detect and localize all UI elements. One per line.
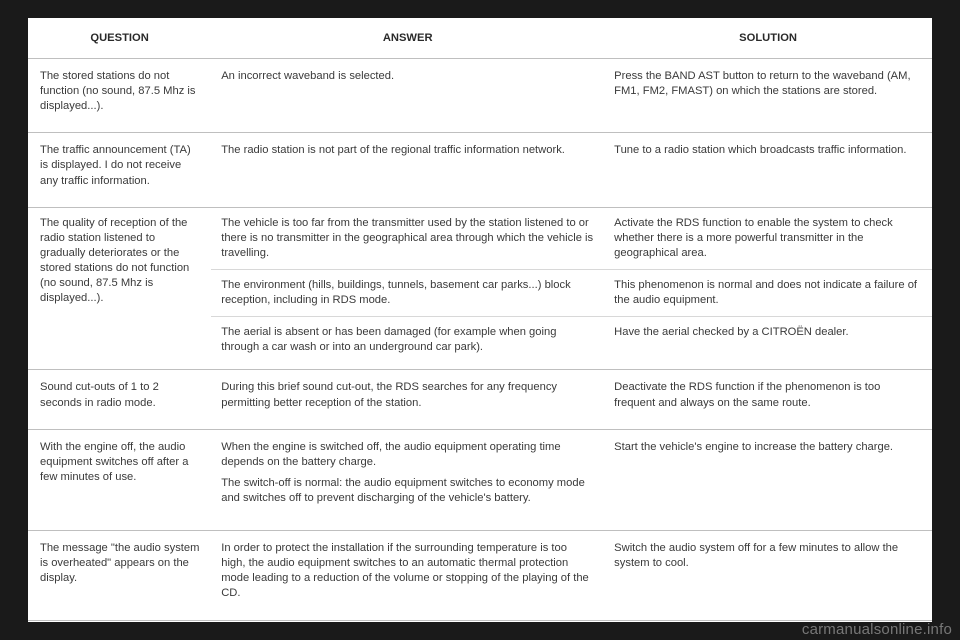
cell-answer: An incorrect waveband is selected. <box>211 59 604 133</box>
table-row: The message "the audio system is overhea… <box>28 531 932 620</box>
cell-solution: Deactivate the RDS function if the pheno… <box>604 370 932 429</box>
cell-answer: During this brief sound cut-out, the RDS… <box>211 370 604 429</box>
cell-solution: Activate the RDS function to enable the … <box>604 207 932 269</box>
cell-question: The stored stations do not function (no … <box>28 59 211 133</box>
cell-answer: The vehicle is too far from the transmit… <box>211 207 604 269</box>
col-header-solution: SOLUTION <box>604 18 932 59</box>
table-header-row: QUESTION ANSWER SOLUTION <box>28 18 932 59</box>
cell-answer: The aerial is absent or has been damaged… <box>211 317 604 370</box>
answer-line: The switch-off is normal: the audio equi… <box>221 476 594 506</box>
cell-question: The message "the audio system is overhea… <box>28 531 211 620</box>
cell-solution: Tune to a radio station which broadcasts… <box>604 133 932 207</box>
table-row: Sound cut-outs of 1 to 2 seconds in radi… <box>28 370 932 429</box>
table-row: The traffic announcement (TA) is display… <box>28 133 932 207</box>
faq-table: QUESTION ANSWER SOLUTION The stored stat… <box>28 18 932 621</box>
col-header-answer: ANSWER <box>211 18 604 59</box>
col-header-question: QUESTION <box>28 18 211 59</box>
cell-answer: The radio station is not part of the reg… <box>211 133 604 207</box>
cell-question: With the engine off, the audio equipment… <box>28 429 211 530</box>
cell-answer: When the engine is switched off, the aud… <box>211 429 604 530</box>
cell-answer: The environment (hills, buildings, tunne… <box>211 269 604 316</box>
table-row: The quality of reception of the radio st… <box>28 207 932 269</box>
answer-line: When the engine is switched off, the aud… <box>221 440 594 470</box>
cell-answer: In order to protect the installation if … <box>211 531 604 620</box>
cell-solution: This phenomenon is normal and does not i… <box>604 269 932 316</box>
manual-page: QUESTION ANSWER SOLUTION The stored stat… <box>28 18 932 622</box>
cell-solution: Have the aerial checked by a CITROËN dea… <box>604 317 932 370</box>
cell-solution: Switch the audio system off for a few mi… <box>604 531 932 620</box>
table-row: With the engine off, the audio equipment… <box>28 429 932 530</box>
cell-question: Sound cut-outs of 1 to 2 seconds in radi… <box>28 370 211 429</box>
table-row: The stored stations do not function (no … <box>28 59 932 133</box>
cell-solution: Start the vehicle's engine to increase t… <box>604 429 932 530</box>
cell-solution: Press the BAND AST button to return to t… <box>604 59 932 133</box>
cell-question: The traffic announcement (TA) is display… <box>28 133 211 207</box>
watermark-text: carmanualsonline.info <box>802 621 952 638</box>
cell-question: The quality of reception of the radio st… <box>28 207 211 370</box>
